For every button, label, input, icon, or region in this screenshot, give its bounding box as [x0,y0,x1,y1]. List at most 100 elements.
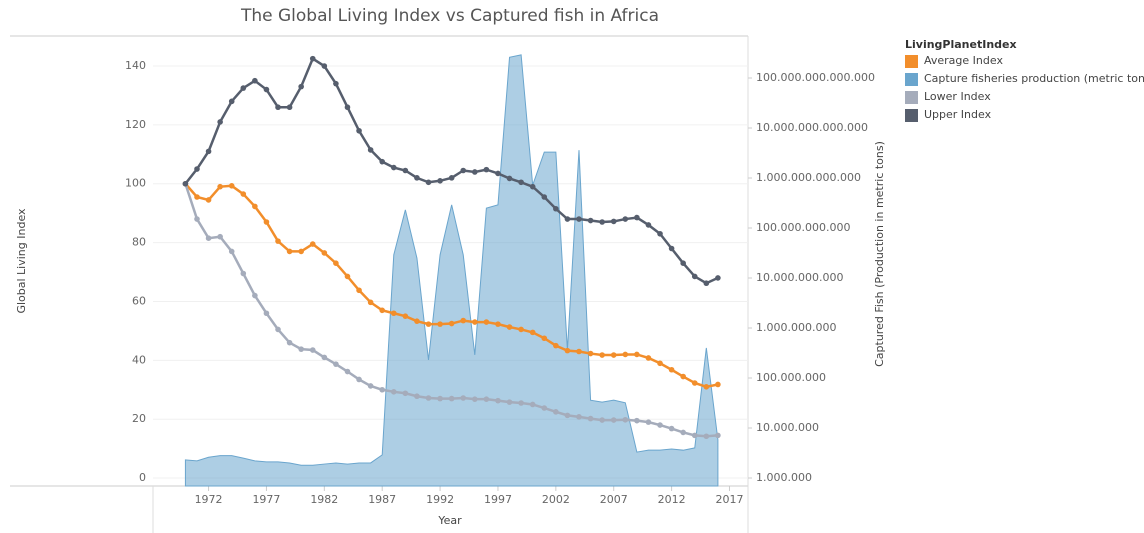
x-tick-label: 2017 [715,493,743,506]
point [483,319,490,325]
point [645,355,652,361]
point [252,292,258,299]
y2-tick-label: 1.000.000.000 [756,321,836,334]
point [715,381,721,388]
y2-tick-label: 100.000.000.000 [756,221,850,234]
point [286,248,293,255]
point [217,119,223,125]
x-tick-label: 1992 [426,493,454,506]
point [390,164,397,171]
x-tick-label: 1987 [368,493,396,506]
point [367,383,374,389]
point [668,425,675,432]
point [657,360,663,367]
point [448,320,455,327]
point [205,197,212,203]
point [367,299,374,306]
point [634,417,640,424]
point [529,183,536,190]
point [680,429,686,436]
y2-tick-label: 100.000.000.000.000 [756,71,875,84]
point [286,339,293,346]
point [344,273,351,280]
point [622,216,629,222]
point [425,179,432,186]
point [390,310,397,317]
point [414,393,420,400]
point [587,217,594,224]
x-tick-label: 1977 [252,493,280,506]
point [587,350,594,357]
point [263,86,270,93]
point [610,417,617,423]
point [495,170,501,177]
point [425,395,432,401]
point [333,80,339,87]
point [414,175,420,181]
legend-swatch [905,55,918,68]
legend-swatch [905,91,918,104]
x-axis-title: Year [437,514,462,527]
point [390,389,397,395]
point [703,280,710,287]
point [275,238,281,244]
point [228,248,235,255]
point [587,415,594,422]
point [252,203,258,210]
point [379,158,386,165]
x-tick-label: 1997 [484,493,512,506]
point [518,179,524,186]
point [691,432,698,439]
point [715,275,721,281]
x-tick-label: 1982 [310,493,338,506]
y2-tick-label: 10.000.000 [756,421,819,434]
x-tick-label: 2002 [542,493,570,506]
point [356,287,362,294]
point [518,326,524,333]
point [356,376,362,383]
point [483,166,490,173]
point [622,416,629,423]
point [541,194,548,200]
point [194,216,200,222]
point [356,127,362,134]
point [657,422,663,428]
point [379,307,386,314]
point [460,395,467,401]
point [367,147,374,153]
area [184,54,719,487]
point [275,104,281,111]
point [414,318,420,324]
point [506,399,513,405]
point [645,419,652,425]
point [309,347,316,353]
point [240,270,247,277]
point [599,352,605,358]
point [437,178,443,184]
y2-tick-label: 10.000.000.000 [756,271,843,284]
point [506,175,513,182]
y2-tick-label: 10.000.000.000.000 [756,121,868,134]
point [564,412,571,419]
point [286,104,293,111]
point [263,219,270,225]
point [518,400,524,406]
point [321,250,328,256]
point [472,169,478,175]
point [402,390,409,397]
point [553,342,559,349]
point [472,396,478,402]
y-tick-label: 80 [132,236,146,249]
y-tick-label: 140 [125,59,146,72]
point [333,361,339,367]
point [298,346,304,352]
point [668,245,675,252]
point [564,216,571,222]
point [194,166,200,172]
point [680,260,686,267]
point [263,310,270,317]
legend-label: Upper Index [924,108,992,121]
point [495,321,501,327]
point [437,395,443,402]
point [564,347,571,354]
